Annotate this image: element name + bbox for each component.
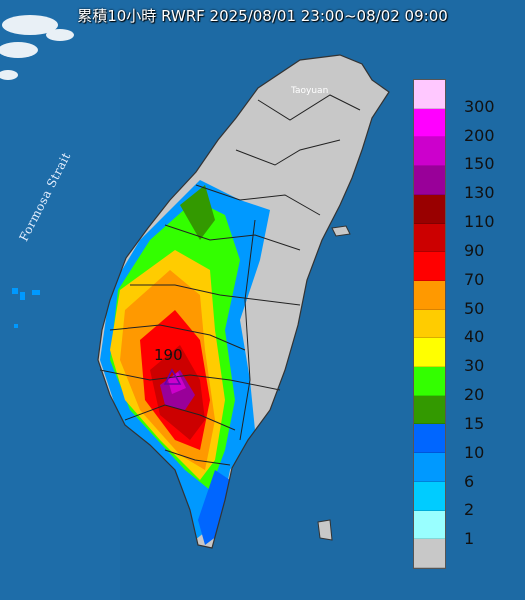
legend-swatch	[414, 166, 445, 195]
legend-value-label: 70	[464, 269, 485, 289]
offshore-islands	[317, 225, 351, 541]
legend-swatch	[414, 539, 445, 568]
legend-value-label: 90	[464, 240, 485, 260]
clouds	[0, 15, 74, 80]
legend-value-label: 110	[464, 212, 495, 232]
map-title: 累積10小時 RWRF 2025/08/01 23:00~08/02 09:00	[77, 7, 448, 25]
legend-value-label: 150	[464, 154, 495, 174]
legend-swatch	[414, 280, 445, 310]
sea-shade	[0, 0, 120, 600]
legend-swatch	[414, 367, 445, 396]
legend-swatch	[414, 481, 445, 511]
peak-marker-icon	[163, 368, 182, 385]
legend-swatch	[414, 395, 445, 425]
legend-value-label: 15	[464, 413, 485, 433]
legend-value-label: 6	[464, 471, 475, 491]
legend-value-label: 130	[464, 183, 495, 203]
color-legend	[413, 79, 446, 569]
legend-value-label: 2	[464, 500, 475, 520]
rain-field	[100, 180, 270, 545]
legend-value-label: 30	[464, 356, 485, 376]
legend-swatch	[414, 108, 445, 138]
legend-swatch	[414, 453, 445, 482]
legend-swatch	[414, 137, 445, 167]
legend-swatch	[414, 424, 445, 454]
peak-value-label: 190	[154, 346, 183, 364]
legend-swatch	[414, 309, 445, 339]
legend-swatch	[414, 252, 445, 281]
legend-value-label: 50	[464, 298, 485, 318]
legend-swatch	[414, 80, 445, 109]
legend-swatch	[414, 223, 445, 253]
legend-value-label: 40	[464, 327, 485, 347]
legend-value-label: 10	[464, 442, 485, 462]
legend-value-label: 300	[464, 96, 495, 116]
penghu-islands	[12, 288, 40, 328]
legend-value-label: 20	[464, 385, 485, 405]
county-boundaries	[99, 94, 361, 466]
city-label: Taoyuan	[291, 86, 329, 96]
legend-swatch	[414, 338, 445, 368]
legend-swatch	[414, 510, 445, 540]
legend-value-label: 200	[464, 125, 495, 145]
legend-swatch	[414, 194, 445, 224]
legend-value-label: 1	[464, 529, 475, 549]
